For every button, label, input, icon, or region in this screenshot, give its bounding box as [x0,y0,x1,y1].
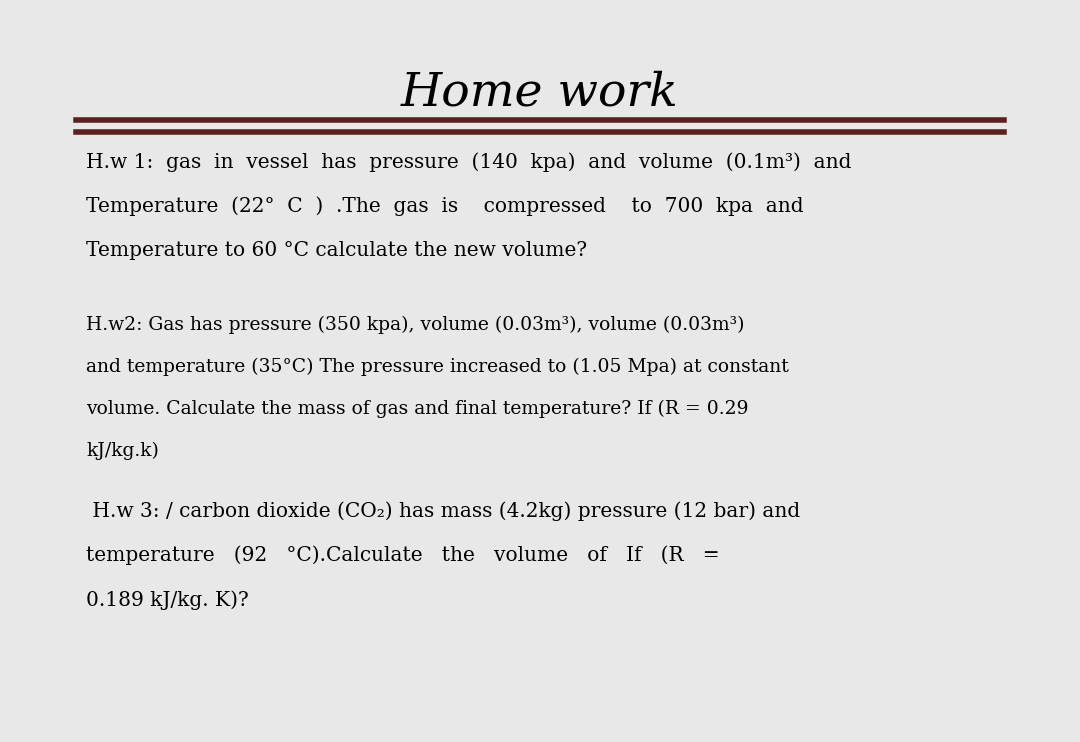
Text: Temperature  (22°  C  )  .The  gas  is    compressed    to  700  kpa  and: Temperature (22° C ) .The gas is compres… [86,197,804,216]
Text: H.w 3: / carbon dioxide (CO₂) has mass (4.2kg) pressure (12 bar) and: H.w 3: / carbon dioxide (CO₂) has mass (… [86,501,800,520]
Text: and temperature (35°C) The pressure increased to (1.05 Mpa) at constant: and temperature (35°C) The pressure incr… [86,358,789,376]
Text: temperature   (92   °C).Calculate   the   volume   of   If   (R   =: temperature (92 °C).Calculate the volume… [86,545,720,565]
Text: H.w2: Gas has pressure (350 kpa), volume (0.03m³), volume (0.03m³): H.w2: Gas has pressure (350 kpa), volume… [86,315,745,334]
Text: H.w 1:  gas  in  vessel  has  pressure  (140  kpa)  and  volume  (0.1m³)  and: H.w 1: gas in vessel has pressure (140 k… [86,152,852,171]
Text: Temperature to 60 °C calculate the new volume?: Temperature to 60 °C calculate the new v… [86,241,588,260]
FancyBboxPatch shape [0,0,1080,41]
Text: 0.189 kJ/kg. K)?: 0.189 kJ/kg. K)? [86,590,249,609]
Text: volume. Calculate the mass of gas and final temperature? If (R = 0.29: volume. Calculate the mass of gas and fi… [86,400,748,418]
Text: Home work: Home work [401,70,679,116]
Text: kJ/kg.k): kJ/kg.k) [86,442,159,461]
